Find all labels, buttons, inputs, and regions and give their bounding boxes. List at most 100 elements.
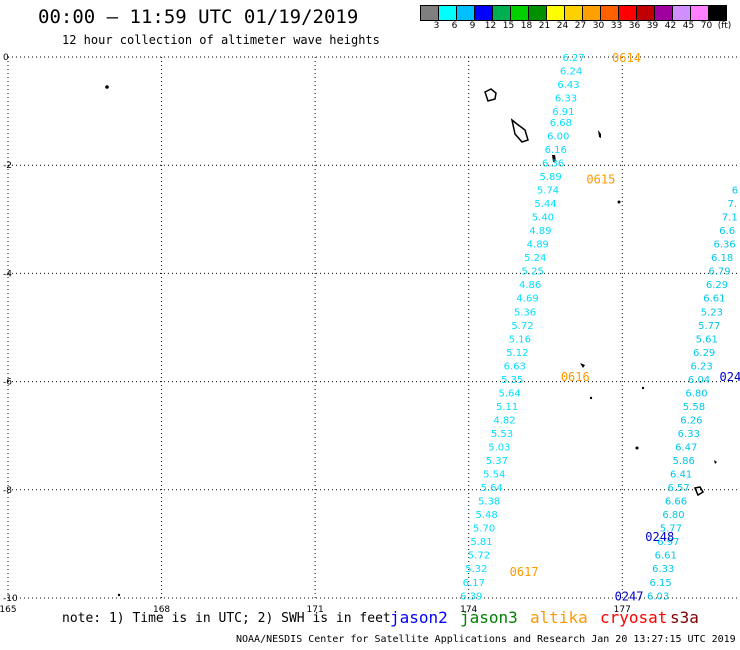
y-tick-label: -6	[3, 378, 12, 388]
data-point-jason2: 6.47	[675, 443, 697, 454]
island-shape	[552, 155, 556, 162]
data-point-jason2: 6.33	[652, 564, 674, 575]
legend-jason2: jason2	[390, 608, 448, 627]
data-point-jason2: 7.	[728, 199, 738, 210]
data-point-jason2: 6.29	[706, 280, 728, 291]
colorbar-label: 27	[574, 21, 587, 31]
island-shape	[484, 88, 497, 102]
chart-title: 00:00 – 11:59 UTC 01/19/2019	[38, 6, 359, 28]
data-point-altika: 6.43	[557, 80, 579, 91]
colorbar-label: 15	[502, 21, 515, 31]
data-point-altika: 6.33	[555, 94, 577, 105]
x-tick-label: 165	[0, 605, 17, 615]
data-point-altika: 6.24	[560, 67, 582, 78]
data-point-altika: 5.53	[491, 429, 513, 440]
data-point-jason2: 5.77	[660, 524, 682, 535]
data-point-altika: 5.44	[534, 199, 556, 210]
data-point-jason2: 7.1	[722, 213, 738, 224]
data-point-altika: 6.63	[504, 361, 526, 372]
colorbar-label: 12	[484, 21, 497, 31]
data-point-jason2: 6.57	[667, 483, 689, 494]
tick-labels: 165 168 171 174 177 0 -2 -4 -6 -8 -10	[0, 53, 631, 615]
island-shape	[117, 593, 121, 597]
data-point-jason2: 6.61	[703, 294, 725, 305]
data-point-altika: 4.89	[529, 226, 551, 237]
colorbar-label: 9	[469, 21, 476, 31]
island-shape	[617, 200, 621, 204]
y-tick-label: -4	[3, 269, 12, 279]
y-tick-label: -8	[3, 486, 12, 496]
data-point-altika: 5.24	[524, 253, 546, 264]
chart-subtitle: 12 hour collection of altimeter wave hei…	[62, 33, 380, 47]
data-point-jason2: 5.61	[696, 334, 718, 345]
data-point-altika: 6.17	[463, 578, 485, 589]
credit-line: NOAA/NESDIS Center for Satellite Applica…	[236, 634, 736, 645]
data-point-jason2: 5.23	[701, 307, 723, 318]
data-point-jason2: 5.58	[683, 402, 705, 413]
data-point-jason2: 6.97	[657, 537, 679, 548]
data-point-jason2: 6.66	[665, 497, 687, 508]
data-point-altika: 5.36	[514, 307, 536, 318]
data-point-altika: 5.48	[475, 510, 497, 521]
colorbar-label: 36	[628, 21, 641, 31]
data-point-altika: 4.89	[527, 240, 549, 251]
x-tick-label: 177	[614, 605, 631, 615]
island-shape	[693, 486, 705, 497]
time-label-jason2: 0247	[615, 589, 644, 603]
colorbar	[420, 5, 727, 21]
data-point-jason2: 6.61	[655, 551, 677, 562]
data-point-altika: 4.69	[516, 294, 538, 305]
island-shape	[598, 130, 601, 138]
data-point-altika: 6.00	[547, 131, 569, 142]
grid-layer	[7, 56, 740, 599]
time-label-jason2: 0248	[645, 530, 674, 544]
time-label-jason2: 0249	[720, 370, 740, 384]
data-point-altika: 5.64	[499, 388, 521, 399]
data-point-altika: 5.54	[483, 470, 505, 481]
y-tick-label: -10	[3, 594, 18, 604]
data-layer: 6.27 6.24 6.43 6.33 6.916.68 6.00 6.16 6.36 5.89…	[460, 51, 740, 603]
island-shape	[105, 85, 109, 89]
island-shape	[510, 118, 529, 143]
data-point-altika: 5.37	[486, 456, 508, 467]
data-point-altika: 6.68	[550, 118, 572, 129]
time-label-altika: 0614	[612, 51, 641, 65]
data-point-altika: 5.74	[537, 186, 559, 197]
y-tick-label: 0	[3, 53, 9, 63]
data-point-altika: 5.40	[532, 213, 554, 224]
footer-note: note: 1) Time is in UTC; 2) SWH is in fe…	[62, 611, 391, 626]
colorbar-label: 3	[433, 21, 440, 31]
data-point-altika: 5.16	[509, 334, 531, 345]
data-point-altika: 5.38	[478, 497, 500, 508]
colorbar-label: 45	[682, 21, 695, 31]
land-layer	[105, 85, 717, 597]
data-point-altika: 4.82	[493, 415, 515, 426]
colorbar-label: 21	[538, 21, 551, 31]
island-shape	[641, 386, 645, 390]
island-shape	[635, 446, 639, 450]
data-point-jason2: 6.79	[708, 267, 730, 278]
data-point-altika: 5.03	[488, 443, 510, 454]
data-point-altika: 5.70	[473, 524, 495, 535]
data-point-altika: 5.12	[506, 348, 528, 359]
colorbar-label: 6	[451, 21, 458, 31]
data-point-jason2: 6.18	[711, 253, 733, 264]
data-point-altika: 4.86	[519, 280, 541, 291]
data-point-jason2: 6.41	[670, 470, 692, 481]
colorbar-label: 42	[664, 21, 677, 31]
island-shape	[580, 363, 585, 368]
time-label-altika: 0615	[586, 173, 615, 187]
legend-cryosat: cryosat	[600, 608, 668, 627]
time-label-altika: 0616	[561, 370, 590, 384]
legend-s3a: s3a	[670, 608, 699, 627]
data-point-jason2: 5.77	[698, 321, 720, 332]
data-point-altika: 6.39	[460, 591, 482, 602]
data-point-jason2: 6.15	[650, 578, 672, 589]
data-point-jason2: 6.03	[647, 591, 669, 602]
island-shape	[714, 460, 717, 464]
colorbar-label: 30	[592, 21, 605, 31]
x-tick-label: 168	[153, 605, 170, 615]
data-point-altika: 5.81	[470, 537, 492, 548]
colorbar-label: 24	[556, 21, 569, 31]
